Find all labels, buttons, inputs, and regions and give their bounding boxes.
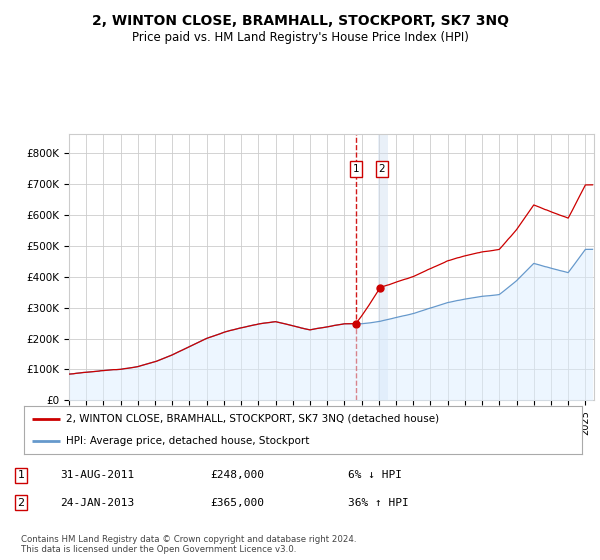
Text: Contains HM Land Registry data © Crown copyright and database right 2024.
This d: Contains HM Land Registry data © Crown c… <box>21 535 356 554</box>
Text: 2, WINTON CLOSE, BRAMHALL, STOCKPORT, SK7 3NQ: 2, WINTON CLOSE, BRAMHALL, STOCKPORT, SK… <box>91 14 509 28</box>
Text: Price paid vs. HM Land Registry's House Price Index (HPI): Price paid vs. HM Land Registry's House … <box>131 31 469 44</box>
Text: 2: 2 <box>379 164 385 174</box>
Text: 31-AUG-2011: 31-AUG-2011 <box>60 470 134 480</box>
Text: 2, WINTON CLOSE, BRAMHALL, STOCKPORT, SK7 3NQ (detached house): 2, WINTON CLOSE, BRAMHALL, STOCKPORT, SK… <box>66 414 439 424</box>
Text: 6% ↓ HPI: 6% ↓ HPI <box>348 470 402 480</box>
Bar <box>379 134 388 400</box>
Text: 2: 2 <box>17 498 25 507</box>
Text: HPI: Average price, detached house, Stockport: HPI: Average price, detached house, Stoc… <box>66 436 309 446</box>
Text: 1: 1 <box>17 470 25 480</box>
Text: 1: 1 <box>353 164 359 174</box>
Text: 24-JAN-2013: 24-JAN-2013 <box>60 498 134 507</box>
Text: £248,000: £248,000 <box>210 470 264 480</box>
Text: 36% ↑ HPI: 36% ↑ HPI <box>348 498 409 507</box>
Text: £365,000: £365,000 <box>210 498 264 507</box>
